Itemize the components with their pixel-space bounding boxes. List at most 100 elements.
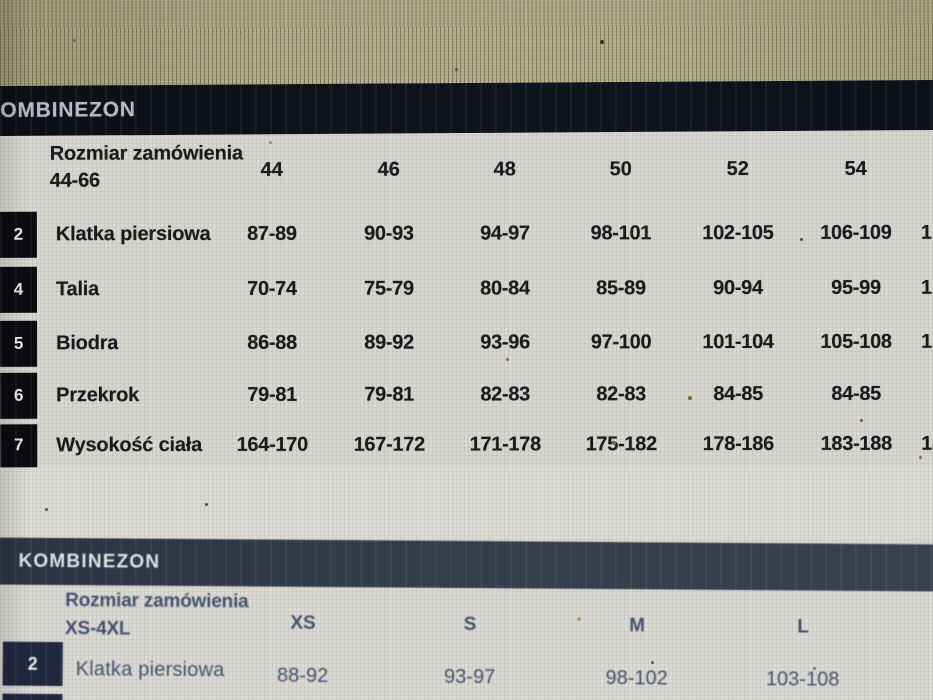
size-value: 164-170 <box>236 433 308 456</box>
size-value: 105-108 <box>820 330 892 353</box>
size-value: 95-99 <box>831 276 881 299</box>
size-table-44-66: Rozmiar zamówienia 44-66 44 46 48 50 52 … <box>0 128 933 470</box>
dust-speck <box>455 68 458 71</box>
size-value: 102-105 <box>702 221 774 245</box>
table-header-range: XS-4XL <box>64 618 131 640</box>
size-value: 90-94 <box>713 276 763 299</box>
size-value: 86-88 <box>247 331 297 354</box>
row-label: Talia <box>55 277 100 300</box>
size-table-xs-4xl-section: KOMBINEZON Rozmiar zamówienia XS-4XL XS … <box>0 537 933 700</box>
size-value: 79-81 <box>247 383 298 406</box>
size-value: 171-178 <box>469 432 541 455</box>
size-value: 175-182 <box>585 432 657 455</box>
section-header-bar-2: KOMBINEZON <box>0 537 933 592</box>
size-value: 167-172 <box>353 433 425 456</box>
size-value: 178-186 <box>702 432 774 455</box>
column-header: XS <box>290 612 316 634</box>
dust-speck <box>600 40 604 44</box>
next-row-index-cell-clipped <box>2 693 63 700</box>
size-value: 94-97 <box>480 222 530 245</box>
size-value: 85-89 <box>596 276 646 299</box>
dust-speck <box>919 456 922 459</box>
column-header: 44 <box>260 158 283 181</box>
size-value-clipped: 1 <box>920 221 932 244</box>
size-value: 93-97 <box>443 665 496 689</box>
size-value: 88-92 <box>276 664 329 687</box>
dust-speck <box>651 661 654 664</box>
dust-speck <box>813 667 816 670</box>
dust-speck <box>577 617 581 621</box>
size-value: 93-96 <box>480 330 530 353</box>
row-index: 7 <box>14 435 24 455</box>
size-value: 87-89 <box>247 222 297 245</box>
row-label: Biodra <box>56 331 119 354</box>
screen-top-band <box>0 0 933 87</box>
column-header: 54 <box>844 157 867 180</box>
section-gap <box>0 466 933 540</box>
size-value-clipped: 18 <box>921 432 933 455</box>
dust-speck <box>269 141 272 144</box>
column-header: M <box>629 615 646 637</box>
column-header: 52 <box>726 158 749 181</box>
row-index: 2 <box>13 224 24 244</box>
size-value: 79-81 <box>364 383 415 406</box>
size-value: 70-74 <box>247 277 297 300</box>
section-title-2: KOMBINEZON <box>18 550 161 573</box>
table-row: 4 Talia 70-74 75-79 80-84 85-89 90-94 95… <box>0 260 933 317</box>
column-header: 50 <box>609 158 632 181</box>
column-header: 46 <box>377 158 400 181</box>
table-row: 5 Biodra 86-88 89-92 93-96 97-100 101-10… <box>0 315 933 370</box>
row-label: Klatka piersiowa <box>75 658 225 682</box>
table-header-row: Rozmiar zamówienia 44-66 44 46 48 50 52 … <box>0 128 933 208</box>
size-value: 97-100 <box>590 330 652 353</box>
dust-speck <box>506 358 509 361</box>
dust-speck <box>45 508 48 511</box>
row-index: 2 <box>27 653 38 674</box>
size-value: 101-104 <box>702 330 774 353</box>
size-value: 98-101 <box>590 222 652 245</box>
dust-speck <box>205 503 208 506</box>
table-header-title: Rozmiar zamówienia <box>49 142 243 165</box>
dust-speck <box>612 441 616 445</box>
row-index: 4 <box>13 279 24 299</box>
row-index: 5 <box>13 333 24 353</box>
column-header: S <box>463 613 477 636</box>
column-header: L <box>797 616 809 638</box>
row-index-cell: 6 <box>0 372 38 419</box>
size-value: 183-188 <box>820 432 892 455</box>
table-row: 2 Klatka piersiowa 87-89 90-93 94-97 98-… <box>0 206 933 262</box>
size-value: 103-108 <box>765 668 840 691</box>
row-label: Klatka piersiowa <box>55 222 211 246</box>
size-value: 98-102 <box>605 667 668 690</box>
dust-speck <box>73 39 76 42</box>
row-index-cell: 2 <box>2 641 63 687</box>
row-index: 6 <box>13 385 24 405</box>
size-value: 89-92 <box>364 331 414 354</box>
size-value: 75-79 <box>364 277 414 300</box>
size-value: 80-84 <box>480 276 530 299</box>
section-title-1: OMBINEZON <box>0 98 136 123</box>
size-value-clipped: 1 <box>921 330 932 353</box>
row-index-cell: 4 <box>0 266 38 313</box>
row-index-cell: 5 <box>0 320 38 367</box>
row-index-cell: 2 <box>0 211 37 258</box>
column-header: 48 <box>493 158 516 181</box>
size-value: 90-93 <box>364 222 414 245</box>
table-row: 7 Wysokość ciała 164-170 167-172 171-178… <box>0 420 933 469</box>
dust-speck <box>688 396 692 400</box>
size-value: 84-85 <box>713 382 764 406</box>
size-value: 84-85 <box>831 382 882 405</box>
row-label: Przekrok <box>56 384 140 407</box>
size-value: 82-83 <box>480 383 531 406</box>
top-section: OMBINEZON <box>0 0 933 139</box>
size-value: 82-83 <box>596 383 647 406</box>
table-header-title: Rozmiar zamówienia <box>65 590 249 613</box>
table-header-range: 44-66 <box>49 169 100 192</box>
row-index-cell: 7 <box>0 423 38 467</box>
dust-speck <box>860 419 863 422</box>
size-value: 106-109 <box>820 221 892 244</box>
row-label: Wysokość ciała <box>56 433 203 456</box>
dust-speck <box>240 32 242 34</box>
dust-speck <box>800 238 803 241</box>
